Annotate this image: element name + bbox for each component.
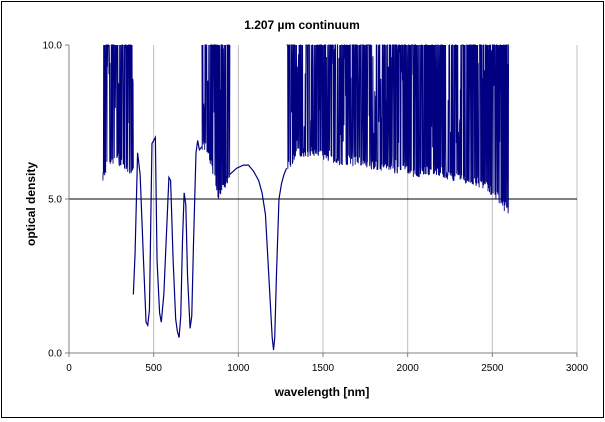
x-tick-label: 3000	[566, 363, 589, 374]
x-tick-label: 2500	[481, 363, 504, 374]
y-tick-label: 0.0	[48, 349, 62, 360]
series-line-noisy	[286, 44, 510, 214]
x-tick-label: 0	[66, 363, 72, 374]
y-tick-label: 10.0	[43, 41, 63, 52]
x-tick-label: 1500	[312, 363, 335, 374]
x-axis-title: wavelength [nm]	[274, 385, 370, 399]
series-line-noisy	[102, 44, 134, 181]
x-tick-label: 1000	[227, 363, 250, 374]
y-axis-title: optical density	[24, 162, 38, 246]
series-line-noisy	[201, 44, 231, 199]
chart-title: 1.207 µm continuum	[244, 18, 360, 32]
tick-label-layer: 0 500 1000 1500 2000 2500 3000 0.0 5.0 10.0	[43, 41, 589, 375]
x-tick-label: 2000	[397, 363, 420, 374]
series-line-smooth	[132, 135, 203, 338]
x-tick-label: 500	[145, 363, 162, 374]
series-layer	[102, 44, 510, 350]
axis-layer	[65, 44, 578, 357]
chart-svg: 1.207 µm continuum optical density wavel…	[24, 18, 589, 399]
y-tick-label: 5.0	[48, 195, 62, 206]
series-line-smooth	[229, 164, 288, 350]
